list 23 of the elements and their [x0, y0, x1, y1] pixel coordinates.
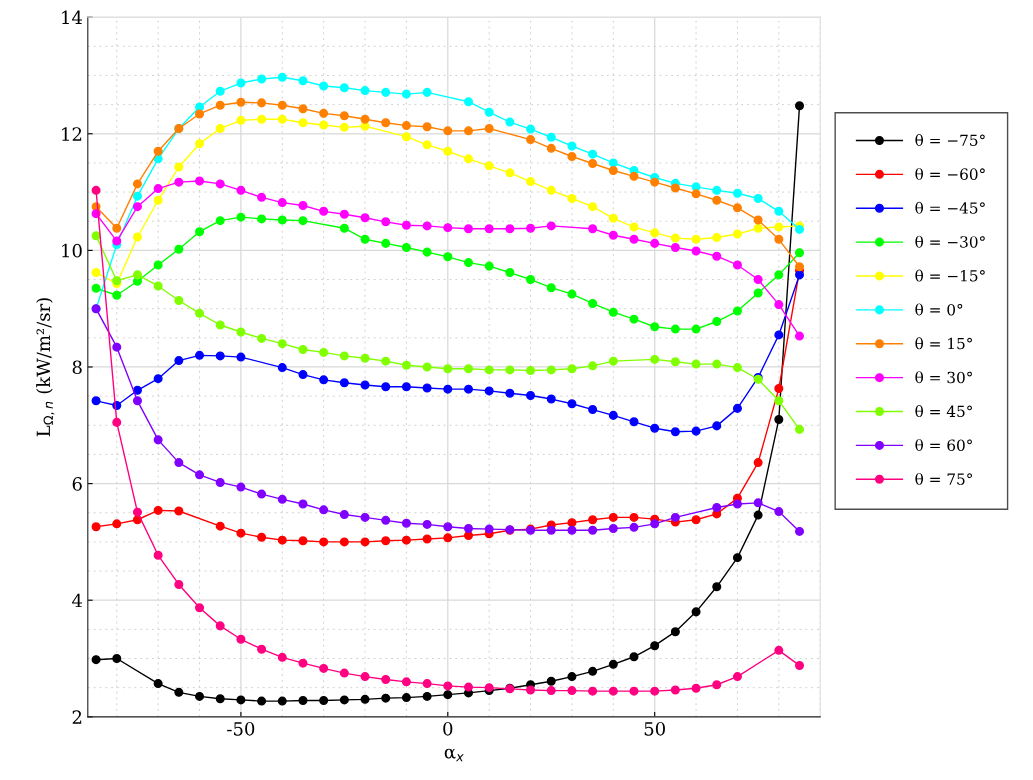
y-tick-label: 14 — [62, 10, 83, 25]
y-tick-label: 4 — [72, 593, 83, 608]
x-tick-label: -50 — [227, 722, 255, 736]
legend-label: θ = −75° — [915, 134, 985, 147]
x-axis-title: α$_{x}$ — [444, 748, 464, 762]
y-axis-title: L$_{Ω,n}$ (kW/m²/sr) — [36, 298, 55, 437]
x-tick-label: 0 — [443, 722, 453, 736]
legend-label: θ = 45° — [915, 405, 972, 418]
legend-label: θ = −45° — [915, 201, 985, 214]
legend-label: θ = 75° — [915, 472, 972, 485]
legend-label: θ = −15° — [915, 269, 985, 282]
legend-label: θ = 30° — [915, 371, 972, 384]
legend-label: θ = 60° — [915, 438, 972, 451]
y-tick-label: 8 — [72, 360, 82, 375]
legend-label: θ = 15° — [915, 337, 972, 350]
y-tick-label: 2 — [72, 710, 82, 724]
legend-label: θ = 0° — [915, 303, 963, 316]
legend-label: θ = −30° — [915, 235, 985, 248]
y-tick-label: 6 — [72, 477, 82, 491]
y-tick-label: 10 — [62, 243, 82, 258]
y-tick-label: 12 — [62, 127, 82, 141]
legend-label: θ = −60° — [915, 167, 985, 180]
x-tick-label: 50 — [644, 722, 665, 736]
